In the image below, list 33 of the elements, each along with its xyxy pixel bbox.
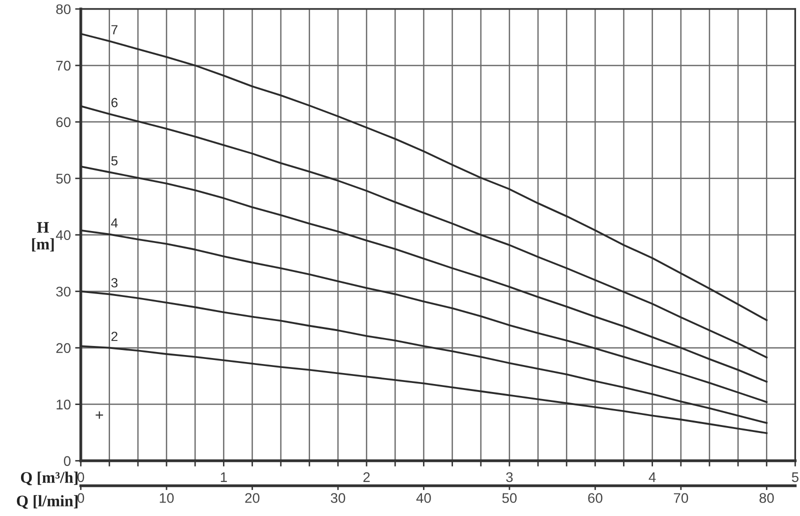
x-tick-label: 3 [506, 472, 513, 482]
x2-tick-label: 20 [245, 493, 260, 503]
x2-tick-label: 30 [330, 493, 346, 503]
y-tick-label: 80 [56, 4, 71, 14]
y-tick-label: 40 [56, 230, 71, 240]
x-tick-label: 1 [220, 472, 227, 482]
x-tick-label: 5 [792, 472, 798, 482]
y-tick-label: 20 [56, 343, 71, 354]
x-tick-label: 4 [648, 472, 656, 482]
x2-tick-label: 70 [674, 493, 688, 503]
series-label: 5 [111, 156, 118, 166]
x2-tick-label: 40 [416, 493, 431, 503]
y-tick-label: 10 [56, 400, 71, 410]
y-tick-label: 60 [56, 117, 71, 128]
series-label: 6 [111, 98, 118, 108]
x2-tick-label: 10 [160, 493, 174, 503]
y-tick-label: 50 [56, 174, 71, 184]
x2-axis-title: Q [l/min] [16, 495, 78, 509]
series-label: 7 [111, 25, 118, 34]
x-tick-label: 0 [77, 472, 84, 482]
series-label: 4 [111, 218, 118, 228]
y-tick-label: 0 [64, 456, 71, 466]
y-axis-title: H [m] [32, 222, 54, 252]
y-tick-label: 70 [56, 60, 71, 71]
series-label: 3 [111, 278, 118, 288]
y-tick-label: 30 [56, 286, 71, 297]
series-label: 2 [111, 332, 118, 341]
x2-tick-label: 50 [502, 493, 517, 503]
x2-tick-label: 80 [760, 493, 774, 503]
x2-tick-label: 60 [588, 493, 602, 503]
x2-tick-label: 0 [77, 493, 84, 503]
x-axis-title: Q [m³/h] [20, 472, 78, 486]
x-tick-label: 2 [363, 472, 370, 482]
